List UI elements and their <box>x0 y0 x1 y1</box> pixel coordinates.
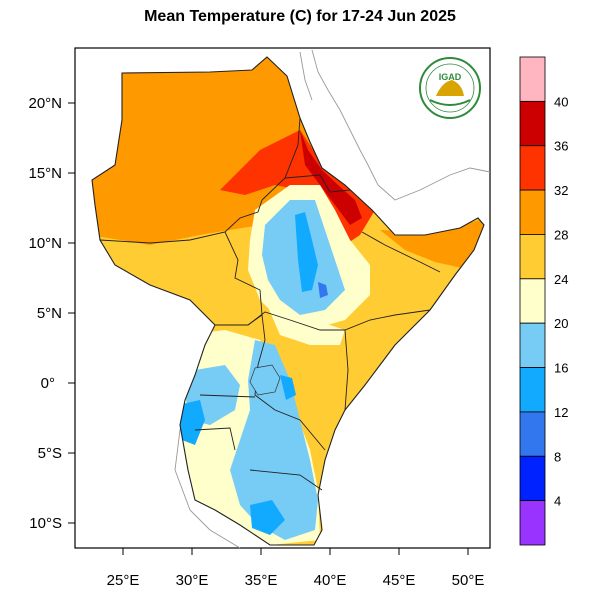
lat-tick-label: 0° <box>41 375 55 392</box>
colorbar-swatch <box>519 234 546 280</box>
lon-tick-label: 50°E <box>452 572 485 589</box>
colorbar-label: 36 <box>554 139 568 154</box>
colorbar-swatch <box>519 500 546 546</box>
colorbar-label: 32 <box>554 183 568 198</box>
colorbar-swatch <box>519 455 546 502</box>
colorbar-label: 24 <box>554 272 568 287</box>
lat-tick-label: 5°S <box>38 445 62 462</box>
colorbar-label: 4 <box>554 494 561 509</box>
colorbar: 40 36 32 28 24 20 16 12 8 4 <box>519 56 568 546</box>
colorbar-swatch <box>519 100 546 147</box>
zone-12-16-kilimanjaro <box>280 375 296 400</box>
zone-16-20-east-africa <box>230 340 318 540</box>
lake-victoria <box>249 364 281 396</box>
igad-logo-text: IGAD <box>439 72 462 82</box>
colorbar-label: 8 <box>554 449 561 464</box>
country-borders <box>99 117 441 491</box>
colorbar-swatch <box>519 322 546 368</box>
zone-8-12-ethiopia <box>318 282 328 298</box>
colorbar-label: 16 <box>554 361 568 376</box>
colorbar-label: 12 <box>554 405 568 420</box>
colorbar-swatch <box>519 189 546 235</box>
lon-tick-label: 35°E <box>245 572 278 589</box>
axis-ticks <box>68 102 469 555</box>
lat-tick-label: 10°N <box>28 235 62 252</box>
lat-tick-label: 10°S <box>29 515 62 532</box>
colorbar-swatch <box>519 411 546 457</box>
lat-tick-label: 5°N <box>37 305 62 322</box>
colorbar-label: 40 <box>554 94 568 109</box>
lat-tick-label: 15°N <box>28 165 62 182</box>
colorbar-swatch <box>519 145 546 191</box>
colorbar-label: 28 <box>554 227 568 242</box>
land-outline <box>91 56 485 546</box>
zone-12-16-south <box>250 500 285 535</box>
zone-28-32-somalia <box>380 218 484 268</box>
zone-12-16-ethiopia <box>295 212 318 292</box>
zone-20-24-plateau <box>265 300 345 345</box>
colorbar-label: 20 <box>554 316 568 331</box>
colorbar-swatch <box>519 56 546 102</box>
lon-tick-label: 25°E <box>107 572 140 589</box>
map-title: Mean Temperature (C) for 17-24 Jun 2025 <box>144 8 456 25</box>
igad-logo-icon: IGAD <box>419 57 481 119</box>
zone-36-40 <box>300 130 362 225</box>
lon-tick-label: 45°E <box>383 572 416 589</box>
zone-12-16-lakes <box>178 400 205 445</box>
lon-tick-label: 40°E <box>314 572 347 589</box>
lat-tick-label: 20°N <box>28 95 62 112</box>
colorbar-swatch <box>519 278 546 324</box>
colorbar-swatch <box>519 367 546 413</box>
zone-28-32-north <box>92 57 330 245</box>
lon-tick-label: 30°E <box>176 572 209 589</box>
